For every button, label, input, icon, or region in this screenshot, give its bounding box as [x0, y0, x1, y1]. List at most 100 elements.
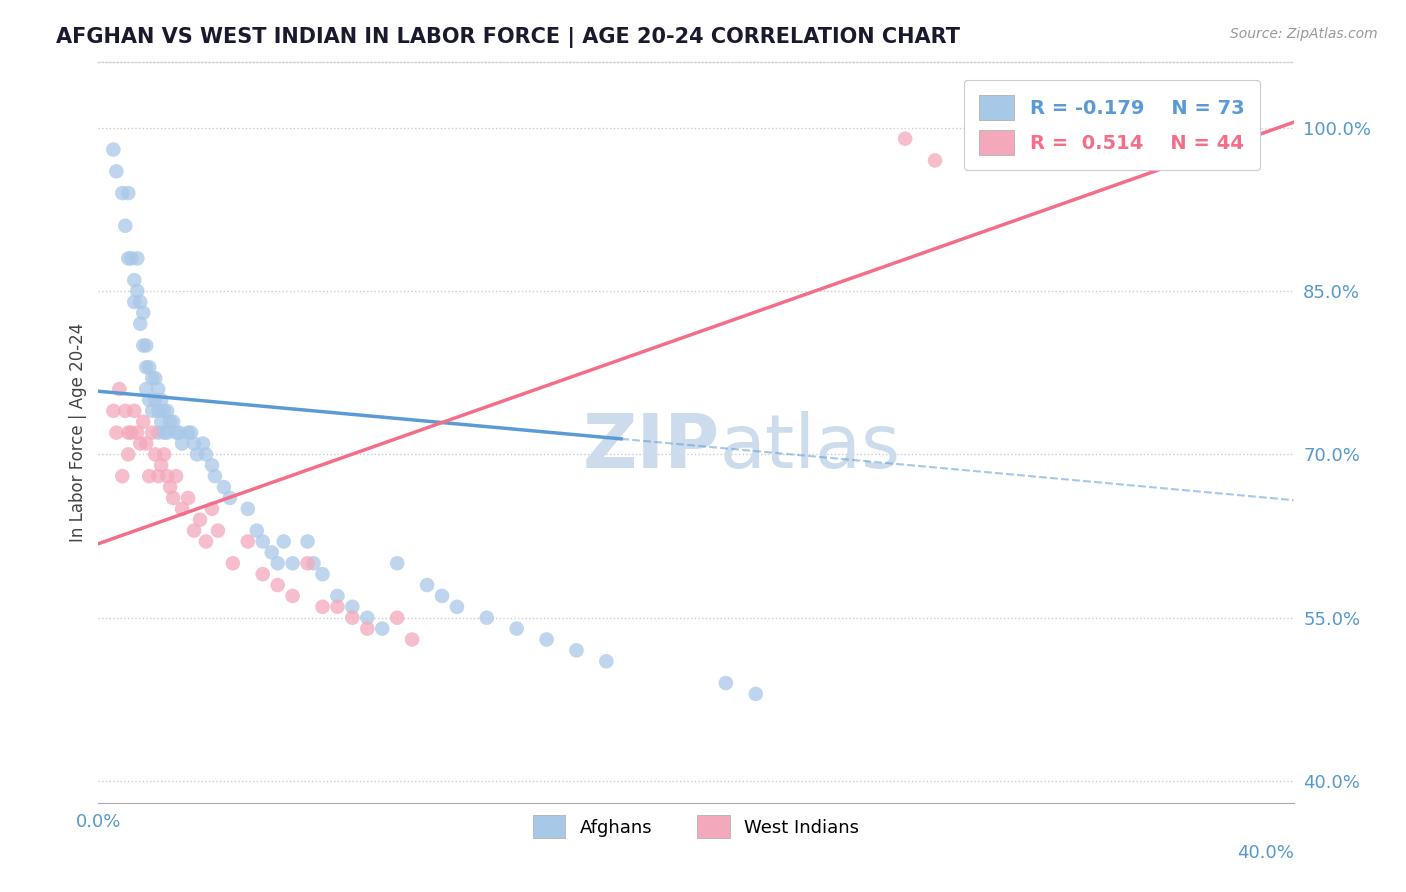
- Point: [204, 469, 226, 483]
- Point: [356, 611, 378, 625]
- Point: [132, 338, 155, 352]
- Point: [401, 632, 423, 647]
- Point: [186, 447, 208, 461]
- Point: [252, 567, 274, 582]
- Point: [745, 687, 768, 701]
- Point: [446, 599, 468, 614]
- Point: [260, 545, 283, 559]
- Point: [356, 622, 378, 636]
- Text: atlas: atlas: [720, 411, 901, 484]
- Point: [124, 295, 146, 310]
- Point: [111, 186, 134, 200]
- Point: [132, 306, 155, 320]
- Point: [135, 436, 157, 450]
- Point: [156, 425, 179, 440]
- Point: [138, 392, 160, 407]
- Point: [117, 447, 139, 461]
- Point: [188, 513, 211, 527]
- Point: [127, 425, 149, 440]
- Point: [212, 480, 235, 494]
- Point: [191, 436, 214, 450]
- Point: [105, 425, 128, 440]
- Point: [236, 501, 259, 516]
- Text: AFGHAN VS WEST INDIAN IN LABOR FORCE | AGE 20-24 CORRELATION CHART: AFGHAN VS WEST INDIAN IN LABOR FORCE | A…: [56, 27, 960, 48]
- Point: [156, 404, 179, 418]
- Text: Source: ZipAtlas.com: Source: ZipAtlas.com: [1230, 27, 1378, 41]
- Point: [148, 425, 170, 440]
- Point: [167, 425, 190, 440]
- Point: [103, 143, 125, 157]
- Point: [159, 480, 181, 494]
- Point: [114, 219, 136, 233]
- Point: [252, 534, 274, 549]
- Point: [135, 338, 157, 352]
- Legend: Afghans, West Indians: Afghans, West Indians: [526, 808, 866, 846]
- Point: [108, 382, 131, 396]
- Point: [297, 556, 319, 570]
- Point: [138, 360, 160, 375]
- Point: [385, 556, 409, 570]
- Point: [132, 415, 155, 429]
- Point: [183, 524, 205, 538]
- Point: [153, 404, 176, 418]
- Point: [207, 524, 229, 538]
- Point: [385, 611, 409, 625]
- Point: [195, 447, 218, 461]
- Point: [894, 131, 917, 145]
- Point: [430, 589, 453, 603]
- Point: [201, 501, 224, 516]
- Point: [114, 404, 136, 418]
- Point: [311, 599, 333, 614]
- Point: [180, 425, 202, 440]
- Point: [141, 425, 163, 440]
- Point: [165, 469, 187, 483]
- Point: [195, 534, 218, 549]
- Point: [141, 404, 163, 418]
- Point: [183, 436, 205, 450]
- Point: [129, 436, 152, 450]
- Text: 40.0%: 40.0%: [1237, 844, 1294, 862]
- Y-axis label: In Labor Force | Age 20-24: In Labor Force | Age 20-24: [69, 323, 87, 542]
- Point: [150, 415, 173, 429]
- Point: [326, 599, 349, 614]
- Point: [714, 676, 737, 690]
- Point: [246, 524, 269, 538]
- Point: [236, 534, 259, 549]
- Point: [267, 556, 290, 570]
- Point: [165, 425, 187, 440]
- Point: [138, 469, 160, 483]
- Point: [222, 556, 245, 570]
- Point: [103, 404, 125, 418]
- Point: [475, 611, 498, 625]
- Point: [120, 252, 142, 266]
- Point: [297, 534, 319, 549]
- Point: [141, 371, 163, 385]
- Point: [135, 382, 157, 396]
- Point: [111, 469, 134, 483]
- Point: [127, 252, 149, 266]
- Point: [595, 654, 617, 668]
- Point: [153, 447, 176, 461]
- Point: [127, 284, 149, 298]
- Point: [177, 425, 200, 440]
- Point: [281, 556, 304, 570]
- Point: [129, 317, 152, 331]
- Point: [135, 360, 157, 375]
- Point: [177, 491, 200, 505]
- Point: [281, 589, 304, 603]
- Point: [172, 501, 194, 516]
- Point: [150, 458, 173, 473]
- Point: [342, 599, 364, 614]
- Point: [129, 295, 152, 310]
- Point: [219, 491, 242, 505]
- Point: [117, 425, 139, 440]
- Point: [536, 632, 558, 647]
- Point: [162, 415, 184, 429]
- Point: [148, 382, 170, 396]
- Point: [267, 578, 290, 592]
- Point: [342, 611, 364, 625]
- Point: [143, 392, 166, 407]
- Point: [148, 469, 170, 483]
- Point: [124, 404, 146, 418]
- Point: [105, 164, 128, 178]
